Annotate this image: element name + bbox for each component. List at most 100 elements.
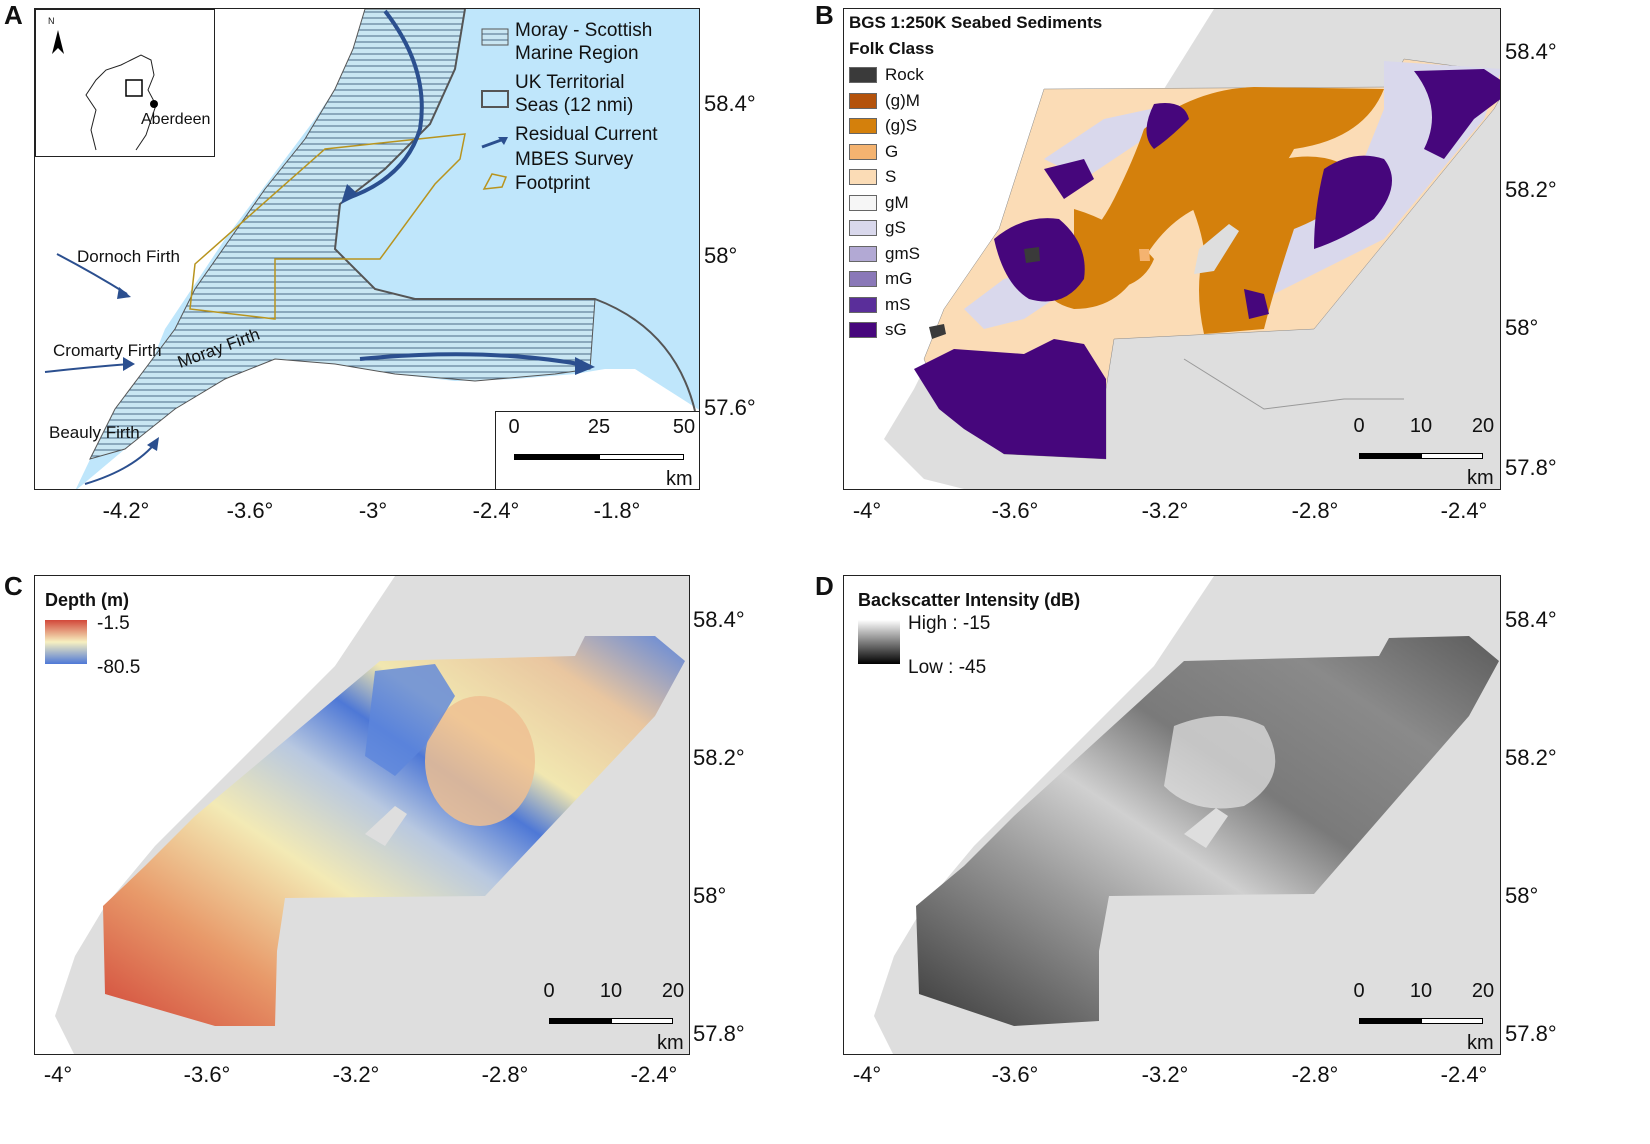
x-tick: -2.4° xyxy=(472,498,520,523)
legend-moray-region: Moray - Scottish xyxy=(515,20,653,41)
y-tick: 58° xyxy=(1505,883,1539,908)
legend-class-label: mG xyxy=(885,269,913,288)
survey-gap xyxy=(365,806,407,846)
scale-tick: 10 xyxy=(1409,980,1433,1002)
scale-bar-b: 0 10 20 km xyxy=(1349,411,1500,489)
legend-class-label: G xyxy=(885,141,899,161)
y-tick: 57.8° xyxy=(1505,1021,1557,1046)
map-frame-d: Backscatter Intensity (dB) High : -15 Lo… xyxy=(843,575,1501,1055)
arrowhead xyxy=(123,357,135,371)
x-tick: -2.4° xyxy=(1440,498,1488,523)
y-tick: 58.4° xyxy=(693,607,745,632)
scale-segment xyxy=(611,1018,673,1024)
scale-segment xyxy=(1359,1018,1421,1024)
y-tick: 58.2° xyxy=(1505,177,1557,202)
legend-swatch xyxy=(849,67,877,83)
g-s-zone xyxy=(1074,209,1154,289)
legend-mbes: MBES Survey xyxy=(515,149,634,170)
legend-swatch xyxy=(849,118,877,134)
label-cromarty: Cromarty Firth xyxy=(53,341,162,360)
legend-class-label: sG xyxy=(885,320,907,339)
y-tick: 57.8° xyxy=(1505,455,1557,480)
scale-tick: 0 xyxy=(508,416,520,438)
north-arrow-icon xyxy=(52,30,64,54)
scale-unit: km xyxy=(666,468,693,490)
mbes-footprint xyxy=(189,133,466,320)
legend-class-label: Rock xyxy=(885,65,924,84)
x-tick: -3.6° xyxy=(991,1062,1039,1087)
x-tick: -1.8° xyxy=(593,498,641,523)
legend-low-c: -80.5 xyxy=(97,657,141,678)
legend-residual: Residual Current xyxy=(515,124,658,145)
legend-moray-region-2: Marine Region xyxy=(515,43,639,64)
y-tick: 58° xyxy=(693,883,727,908)
x-tick: -4° xyxy=(852,1062,882,1087)
map-c xyxy=(35,576,689,1054)
legend-low-d: Low : -45 xyxy=(908,657,987,678)
backscatter-bright-zone xyxy=(1164,716,1276,809)
x-tick: -3.2° xyxy=(1141,1062,1189,1087)
y-tick: 58.4° xyxy=(1505,39,1557,64)
legend-class-label: S xyxy=(885,167,897,186)
map-d xyxy=(844,576,1500,1054)
scale-segment xyxy=(599,454,684,460)
legend-class-label: gmS xyxy=(885,243,920,263)
scale-bar-a: 0 25 50 km xyxy=(495,411,699,490)
cromarty-arrow xyxy=(44,363,131,373)
x-tick: -2.8° xyxy=(481,1062,529,1087)
panel-letter: A xyxy=(4,0,23,30)
legend-swatch xyxy=(849,245,877,262)
scale-tick: 10 xyxy=(1409,415,1433,437)
rock-zone xyxy=(929,324,946,339)
ms-zone xyxy=(1414,69,1500,159)
x-tick: -4.2° xyxy=(102,498,150,523)
label-dornoch: Dornoch Firth xyxy=(77,247,180,266)
scale-tick: 20 xyxy=(1471,980,1495,1002)
legend-territorial-2: Seas (12 nmi) xyxy=(515,95,634,116)
scale-unit: km xyxy=(1467,1032,1494,1054)
scale-tick: 0 xyxy=(1353,415,1365,437)
scotland-outline xyxy=(85,54,157,151)
scale-tick: 50 xyxy=(672,416,696,438)
arrowhead xyxy=(341,184,359,204)
legend-mbes-2: Footprint xyxy=(515,173,590,194)
map-b xyxy=(844,9,1500,489)
ms-zone xyxy=(1146,103,1189,149)
y-tick: 57.8° xyxy=(693,1021,745,1046)
residual-current-east xyxy=(359,352,586,367)
legend-title-b: BGS 1:250K Seabed Sediments xyxy=(849,13,1103,32)
panel-c: C xyxy=(0,565,825,1144)
scale-bar-d: 0 10 20 km xyxy=(1349,978,1500,1054)
x-tick: -3.6° xyxy=(226,498,274,523)
legend-title-c: Depth (m) xyxy=(45,590,129,610)
x-tick: -4° xyxy=(852,498,882,523)
study-area-box xyxy=(125,79,143,97)
x-tick: -3.2° xyxy=(1141,498,1189,523)
backscatter-colorbar xyxy=(858,620,900,664)
x-tick: -2.4° xyxy=(1440,1062,1488,1087)
x-tick: -2.8° xyxy=(1291,498,1339,523)
x-tick: -3° xyxy=(358,498,388,523)
scale-segment xyxy=(1359,453,1421,459)
scale-tick: 0 xyxy=(1353,980,1365,1002)
ms-zone xyxy=(1244,289,1269,319)
legend-swatch xyxy=(849,220,877,236)
map-a xyxy=(35,9,699,489)
label-beauly: Beauly Firth xyxy=(49,423,140,442)
survey-gap xyxy=(1194,224,1239,274)
scale-bar-c: 0 10 20 km xyxy=(535,978,689,1054)
y-tick: 58° xyxy=(1505,315,1539,340)
residual-current-north xyxy=(344,9,424,201)
aberdeen-marker xyxy=(150,100,158,108)
legend-high-c: -1.5 xyxy=(97,613,130,634)
rock-zone xyxy=(1024,247,1040,263)
legend-subtitle-b: Folk Class xyxy=(849,39,935,58)
y-tick: 58.2° xyxy=(693,745,745,770)
coast-line xyxy=(1183,358,1404,410)
ms-zone xyxy=(1044,159,1094,199)
legend-title-d: Backscatter Intensity (dB) xyxy=(858,590,1081,610)
x-tick: -2.8° xyxy=(1291,1062,1339,1087)
scale-tick: 20 xyxy=(1471,415,1495,437)
north-arrow: N xyxy=(48,16,55,26)
scale-unit: km xyxy=(1467,467,1494,489)
